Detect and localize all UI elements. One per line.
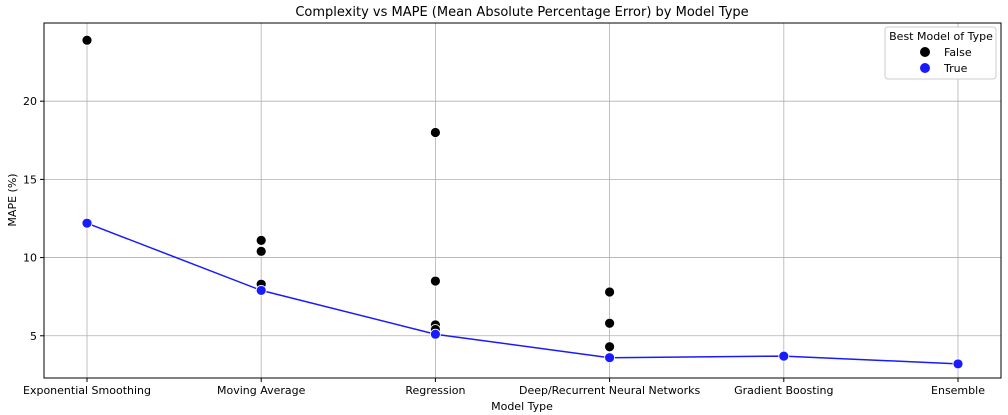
legend-label-false: False bbox=[944, 46, 972, 59]
data-point-false bbox=[255, 245, 267, 257]
x-tick-label: Gradient Boosting bbox=[734, 384, 833, 397]
data-point-true bbox=[255, 285, 267, 296]
x-tick-label: Ensemble bbox=[931, 384, 985, 397]
x-tick-label: Moving Average bbox=[217, 384, 306, 397]
y-tick-label: 15 bbox=[23, 173, 37, 186]
data-point-false bbox=[255, 234, 267, 246]
series-line-true bbox=[86, 222, 959, 365]
plot-frame bbox=[43, 22, 1002, 379]
x-tick-label: Deep/Recurrent Neural Networks bbox=[519, 384, 701, 397]
legend-marker-true bbox=[920, 63, 930, 73]
data-point-false bbox=[604, 317, 615, 329]
y-tick-label: 5 bbox=[30, 330, 37, 343]
legend-label-true: True bbox=[943, 62, 968, 75]
legend: Best Model of Type False True bbox=[884, 26, 997, 80]
data-point-true bbox=[429, 328, 441, 340]
x-axis-label: Model Type bbox=[491, 400, 553, 413]
data-point-false bbox=[604, 286, 615, 298]
y-tick-label: 20 bbox=[23, 95, 37, 108]
data-point-false bbox=[429, 275, 441, 287]
data-point-false bbox=[429, 127, 441, 138]
data-point-false bbox=[604, 341, 615, 353]
y-axis-ticks: 5 10 15 20 bbox=[23, 95, 44, 343]
x-tick-label: Exponential Smoothing bbox=[23, 384, 151, 397]
true-series-line-group bbox=[86, 222, 959, 365]
x-tick-label: Regression bbox=[405, 384, 465, 397]
x-axis-ticks: Exponential Smoothing Moving Average Regre… bbox=[23, 378, 985, 397]
data-point-true bbox=[81, 217, 93, 229]
data-point-true bbox=[778, 350, 790, 362]
data-point-true bbox=[604, 352, 615, 364]
data-point-false bbox=[81, 34, 93, 46]
chart-title: Complexity vs MAPE (Mean Absolute Percen… bbox=[295, 5, 748, 20]
grid bbox=[44, 23, 1001, 378]
y-axis-label: MAPE (%) bbox=[6, 173, 19, 226]
legend-title: Best Model of Type bbox=[889, 30, 993, 43]
data-point-true bbox=[952, 358, 964, 370]
legend-marker-false bbox=[920, 47, 930, 57]
legend-box bbox=[884, 26, 997, 80]
data-points bbox=[81, 34, 964, 370]
y-tick-label: 10 bbox=[23, 252, 37, 265]
